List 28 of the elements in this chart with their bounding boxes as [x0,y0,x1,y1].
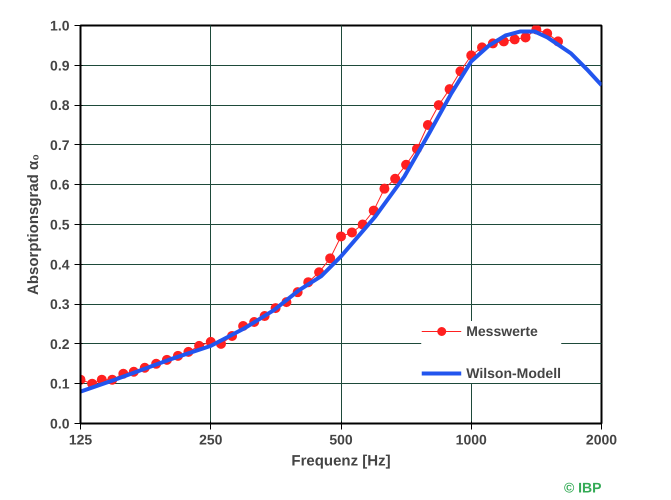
legend-label: Messwerte [466,323,538,339]
y-tick-label: 0.8 [50,97,70,114]
point [336,231,346,242]
x-tick-label: 2000 [586,432,618,448]
y-tick-label: 1.0 [50,18,70,34]
legend-label: Wilson-Modell [466,365,561,381]
x-tick-label: 250 [199,432,223,448]
point [510,34,520,44]
y-tick-label: 0.9 [50,57,70,74]
point [325,253,336,264]
y-tick-label: 0.0 [50,416,70,432]
x-tick-label: 1000 [456,432,488,448]
y-tick-label: 0.3 [50,296,70,312]
y-tick-label: 0.6 [50,176,70,193]
point [390,174,400,184]
x-axis-title: Frequenz [Hz] [291,452,391,470]
point [379,184,390,194]
y-axis-title: Absorptionsgrad α₀ [25,154,42,295]
y-tick-label: 0.1 [50,376,70,392]
x-tick-label: 125 [68,432,92,448]
point [520,32,531,42]
point [346,227,357,238]
y-tick-label: 0.2 [50,336,70,352]
y-tick-label: 0.7 [50,136,70,153]
x-tick-label: 500 [329,432,353,448]
y-tick-label: 0.5 [50,216,70,232]
text: © IBP [564,480,602,496]
y-tick-label: 0.4 [50,256,70,272]
